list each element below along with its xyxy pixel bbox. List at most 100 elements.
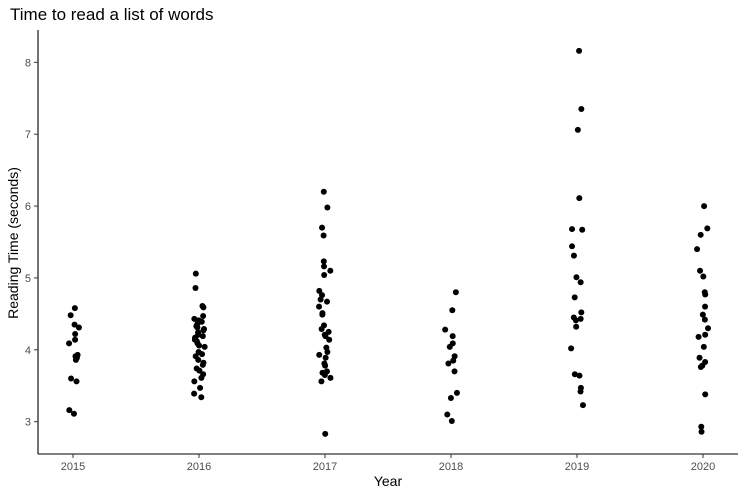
data-point	[702, 303, 709, 310]
data-point	[573, 323, 580, 330]
data-point	[320, 188, 327, 195]
data-point	[320, 258, 327, 265]
data-point	[327, 374, 334, 381]
data-point	[449, 307, 456, 314]
data-point	[569, 226, 576, 233]
data-point	[200, 327, 207, 334]
data-point	[452, 289, 459, 296]
data-point	[198, 394, 205, 401]
data-point	[201, 343, 208, 350]
data-point	[577, 315, 584, 322]
data-point	[450, 357, 457, 364]
data-point	[694, 246, 701, 253]
data-point	[699, 311, 706, 318]
data-point	[192, 284, 199, 291]
data-point	[571, 294, 578, 301]
data-point	[73, 378, 80, 385]
y-tick-label: 4	[25, 345, 31, 357]
data-point	[702, 391, 709, 398]
data-point	[316, 287, 323, 294]
data-point	[702, 331, 709, 338]
data-point	[568, 345, 575, 352]
data-point	[72, 330, 79, 337]
data-point	[705, 325, 712, 332]
data-point	[578, 309, 585, 316]
data-point	[577, 388, 584, 395]
data-point	[704, 225, 711, 232]
data-point	[319, 224, 326, 231]
data-point	[324, 204, 331, 211]
data-point	[574, 126, 581, 133]
data-point	[324, 348, 331, 355]
data-point	[322, 430, 329, 437]
x-tick-label: 2020	[691, 461, 715, 473]
data-point	[317, 296, 324, 303]
data-point	[318, 325, 325, 332]
data-point	[453, 389, 460, 396]
x-tick-label: 2015	[61, 461, 85, 473]
data-point	[700, 273, 707, 280]
data-point	[576, 47, 583, 54]
data-point	[192, 270, 199, 277]
x-tick-label: 2016	[187, 461, 211, 473]
data-point	[572, 317, 579, 324]
data-point	[191, 390, 198, 397]
data-point	[316, 351, 323, 358]
data-point	[327, 267, 334, 274]
data-point	[326, 336, 333, 343]
data-point	[696, 354, 703, 361]
x-tick-label: 2018	[439, 461, 463, 473]
data-point	[72, 336, 79, 343]
data-point	[197, 384, 204, 391]
y-axis-ticks: 3 4 5 6 7 8	[25, 57, 38, 429]
data-point	[447, 394, 454, 401]
x-tick-label: 2017	[313, 461, 337, 473]
data-point	[577, 279, 584, 286]
data-point	[702, 291, 709, 298]
data-point	[578, 106, 585, 113]
data-point	[196, 367, 203, 374]
data-point	[321, 272, 328, 279]
y-tick-label: 8	[25, 57, 31, 69]
data-point	[698, 428, 705, 435]
data-point	[579, 402, 586, 409]
data-point	[70, 410, 77, 417]
data-point	[68, 375, 75, 382]
y-axis-title: Reading Time (seconds)	[5, 167, 21, 319]
data-point	[442, 326, 449, 333]
data-point	[701, 203, 708, 210]
data-point	[191, 378, 198, 385]
data-point	[697, 231, 704, 238]
data-point	[451, 368, 458, 375]
data-point	[697, 267, 704, 274]
y-tick-label: 6	[25, 201, 31, 213]
data-point	[576, 195, 583, 202]
x-axis-ticks: 2015 2016 2017 2018 2019 2020	[61, 454, 715, 473]
data-point	[569, 243, 576, 250]
data-point	[195, 356, 202, 363]
y-tick-label: 5	[25, 273, 31, 285]
data-point	[697, 364, 704, 371]
data-point	[446, 343, 453, 350]
data-point	[698, 423, 705, 430]
data-point	[319, 311, 326, 318]
data-point	[66, 407, 73, 414]
data-point	[199, 333, 206, 340]
data-point	[199, 351, 206, 358]
data-point	[445, 360, 452, 367]
x-tick-label: 2019	[565, 461, 589, 473]
data-point	[700, 343, 707, 350]
data-point	[571, 371, 578, 378]
data-point	[199, 361, 206, 368]
data-point	[200, 304, 207, 311]
y-tick-label: 3	[25, 417, 31, 429]
data-point	[316, 303, 323, 310]
data-point	[449, 333, 456, 340]
data-point	[321, 371, 328, 378]
data-point	[198, 374, 205, 381]
data-point	[322, 354, 329, 361]
data-point	[66, 340, 73, 347]
data-point	[322, 333, 329, 340]
data-point	[75, 324, 82, 331]
